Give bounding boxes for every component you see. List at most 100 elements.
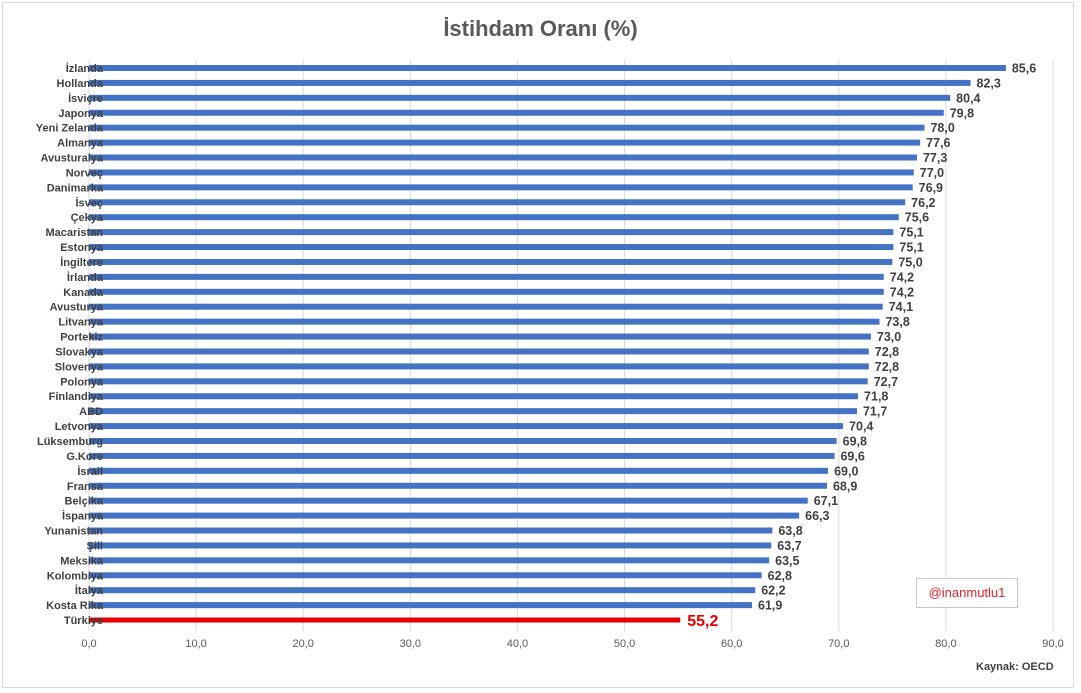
bar [89,258,893,265]
x-tick-label: 70,0 [828,638,849,650]
category-label: Lüksemburg [37,436,103,448]
category-label: Letvonya [55,421,104,433]
x-tick-label: 40,0 [507,638,528,650]
data-label: 75,1 [899,241,923,255]
category-label: İrlanda [67,271,104,284]
category-label: Kanada [63,287,104,299]
data-label: 75,1 [899,226,923,240]
bar [89,348,869,355]
data-label: 62,8 [768,569,792,583]
chart-title: İstihdam Oranı (%) [443,16,638,41]
data-label: 80,4 [956,91,980,105]
category-label: İsviçre [68,92,103,105]
data-label: 66,3 [805,509,829,523]
bar [89,154,917,161]
category-label: İngiltere [60,256,103,269]
data-label: 77,0 [920,166,944,180]
data-label: 63,5 [775,554,799,568]
bar [89,109,944,116]
bar [89,214,899,221]
category-label: Estonya [60,242,104,254]
bar [89,273,884,280]
bar-highlight [89,617,681,623]
category-label: Slovenya [55,361,104,373]
category-label: Avusturalya [40,153,103,165]
bar [89,408,857,415]
data-label: 75,0 [898,255,922,269]
bar [89,288,884,295]
category-label: Hollanda [57,78,104,90]
bar [89,79,971,86]
data-label: 73,8 [885,315,909,329]
x-tick-label: 50,0 [614,638,635,650]
category-label: G.Kore [66,451,103,463]
source-label: Kaynak: OECD [976,661,1054,673]
category-label: Şili [86,540,103,552]
bar [89,65,1006,71]
data-label: 61,9 [758,599,782,613]
data-label: 77,6 [926,136,950,150]
data-label: 72,8 [875,345,899,359]
data-label: 76,2 [911,196,935,210]
data-label: 77,3 [923,151,947,165]
bar [89,199,906,206]
category-label: İtalya [75,584,104,597]
data-label: 74,2 [890,285,914,299]
bar [89,378,868,385]
data-label: 79,8 [950,106,974,120]
x-tick-label: 90,0 [1042,638,1063,650]
category-label: Meksika [60,555,104,567]
category-label: Finlandiya [49,391,104,403]
category-label: Japonya [58,108,104,120]
bar [89,467,829,474]
x-tick-label: 10,0 [185,638,206,650]
data-label: 74,2 [890,270,914,284]
data-label: 55,2 [687,613,718,630]
data-label: 63,7 [777,539,801,553]
data-label: 78,0 [930,121,954,135]
category-label: Kolombiya [47,570,104,582]
data-label: 72,7 [874,375,898,389]
category-label: ABD [79,406,103,418]
category-label: Slovakya [55,346,104,358]
category-label: Yunanistan [44,526,103,538]
bar [89,602,753,609]
data-label: 82,3 [977,76,1001,90]
category-label: Belçika [64,496,103,508]
category-label: Norveç [66,167,103,179]
data-label: 74,1 [889,300,913,314]
bar [89,244,894,251]
category-label: Litvanya [58,317,104,329]
data-label: 69,8 [843,435,867,449]
data-label: 75,6 [905,211,929,225]
data-label: 68,9 [833,479,857,493]
bar [89,318,880,325]
bar [89,94,951,101]
x-tick-label: 60,0 [721,638,742,650]
data-label: 69,0 [834,464,858,478]
x-tick-label: 0,0 [81,638,96,650]
bar [89,124,925,131]
bar [89,438,837,444]
category-label: Danimarka [47,182,104,194]
category-label: Türkiye [64,615,103,627]
data-label: 71,7 [863,405,887,419]
watermark-label: @inanmutlu1 [916,578,1018,608]
category-label: Portekiz [60,332,103,344]
bar [89,169,914,176]
category-label: İsrail [77,465,103,478]
bar [89,587,756,594]
data-label: 73,0 [877,330,901,344]
bar [89,139,921,146]
data-label: 62,2 [761,584,785,598]
data-label: 69,6 [840,449,864,463]
category-label: İsveç [75,196,103,209]
category-label: Kosta Rika [46,600,104,612]
bar [89,393,859,400]
bar [89,512,800,519]
bar [89,229,894,236]
bar [89,452,835,459]
category-label: Fransa [67,481,104,493]
data-label: 76,9 [919,181,943,195]
data-label: 72,8 [875,360,899,374]
